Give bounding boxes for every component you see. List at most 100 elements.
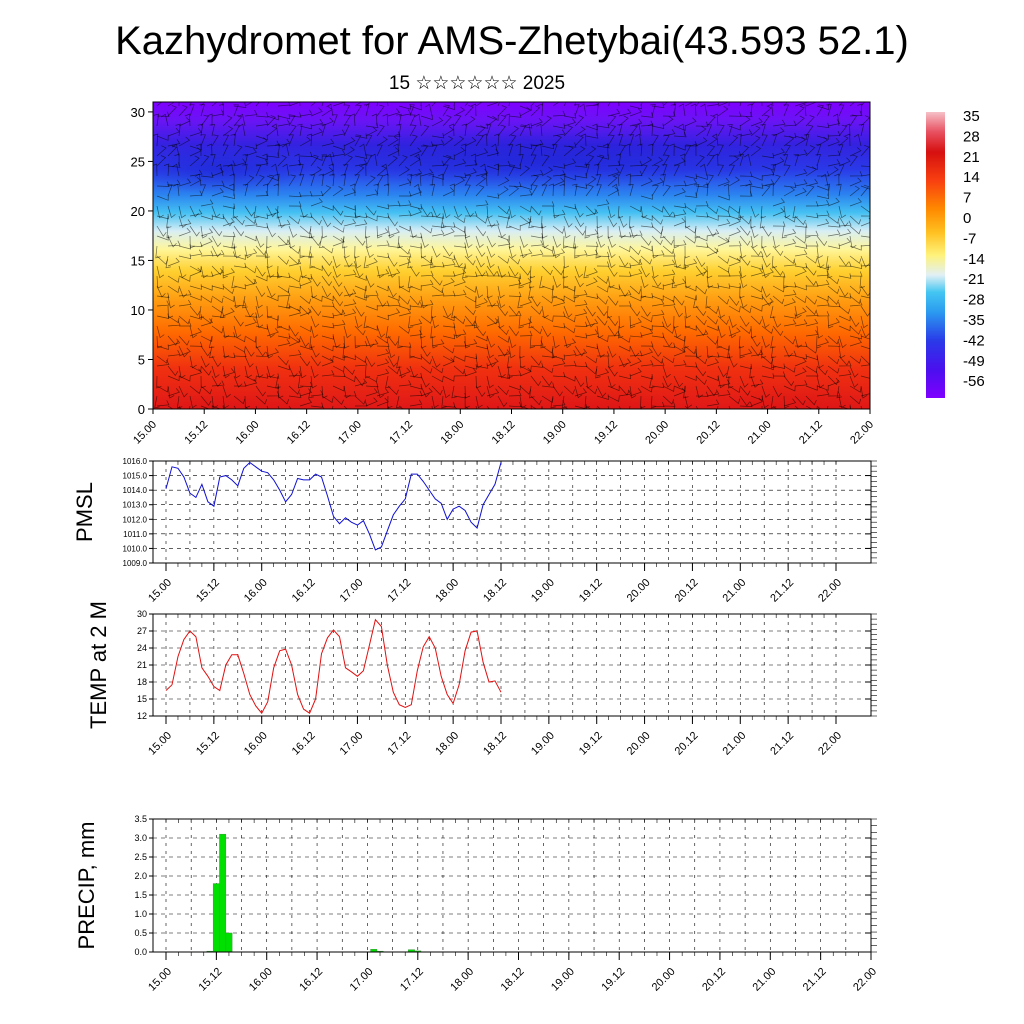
wind-barb xyxy=(288,235,295,249)
wind-barb xyxy=(695,315,707,326)
wind-barb xyxy=(574,250,588,257)
wind-barb xyxy=(805,405,818,409)
wind-barb xyxy=(409,329,423,337)
wind-barb xyxy=(519,124,527,137)
wind-barb xyxy=(794,267,807,277)
wind-barb xyxy=(552,335,560,349)
wind-barb xyxy=(354,375,366,387)
wind-barb xyxy=(222,368,235,377)
wind-barb xyxy=(167,388,180,397)
wind-barb xyxy=(178,290,192,297)
wind-barb xyxy=(321,265,332,277)
wind-barb xyxy=(167,320,181,327)
wind-barb xyxy=(440,215,447,229)
wind-barb xyxy=(222,365,230,379)
wind-barb xyxy=(486,295,496,308)
wind-barb xyxy=(563,118,576,127)
wind-barb xyxy=(288,259,302,267)
wind-barb xyxy=(343,104,351,117)
wind-barb xyxy=(497,265,506,278)
wind-barb xyxy=(255,112,269,118)
wind-barb xyxy=(288,191,302,198)
wind-barb xyxy=(607,114,617,127)
wind-barb xyxy=(794,335,803,349)
x-tick-label: 20.12 xyxy=(700,966,728,994)
wind-barb xyxy=(794,380,808,387)
x-tick-label: 19.00 xyxy=(549,966,577,994)
wind-barb xyxy=(684,305,691,319)
wind-barb xyxy=(398,304,411,311)
wind-barb xyxy=(596,184,602,197)
y-tick-label: 1010.0 xyxy=(123,544,148,553)
wind-barb xyxy=(651,299,665,307)
wind-barb xyxy=(649,375,655,389)
wind-barb xyxy=(475,184,485,197)
wind-barb xyxy=(354,360,368,367)
wind-barb xyxy=(585,385,598,395)
wind-barb xyxy=(189,355,197,369)
wind-barb xyxy=(354,174,360,187)
wind-barb xyxy=(673,202,687,209)
y-tick-label: 2.5 xyxy=(134,852,147,862)
wind-barb xyxy=(354,335,361,349)
wind-barb xyxy=(420,345,431,357)
wind-barb xyxy=(695,265,707,277)
wind-barb xyxy=(288,335,301,344)
wind-barb xyxy=(255,345,266,357)
x-tick-label: 22.00 xyxy=(816,577,844,605)
wind-barb xyxy=(750,349,764,357)
wind-barb xyxy=(706,144,716,157)
wind-barb xyxy=(712,153,719,167)
wind-barb xyxy=(442,104,450,117)
wind-barb xyxy=(849,315,860,328)
wind-barb xyxy=(376,358,390,367)
wind-barb xyxy=(640,112,654,118)
wind-barb xyxy=(783,144,791,157)
x-tick-label: 17.00 xyxy=(348,966,376,994)
wind-barb xyxy=(244,102,253,107)
wind-barb xyxy=(407,315,414,329)
wind-barb xyxy=(585,318,599,327)
wind-barb xyxy=(178,315,191,325)
wind-barb xyxy=(206,143,213,157)
wind-barb xyxy=(821,173,829,187)
wind-barb xyxy=(552,298,566,307)
wind-barb xyxy=(717,237,730,247)
wind-barb xyxy=(387,268,401,277)
wind-barb xyxy=(529,385,535,399)
wind-barb xyxy=(541,365,554,374)
wind-barb xyxy=(376,228,389,237)
wind-barb xyxy=(486,220,500,227)
wind-barb xyxy=(684,235,697,244)
wind-barb xyxy=(420,168,434,177)
wind-barb xyxy=(200,250,214,257)
wind-barb xyxy=(635,133,642,147)
wind-barb xyxy=(156,225,167,237)
wind-barb xyxy=(266,271,280,278)
wind-barb xyxy=(805,295,817,305)
wind-barb xyxy=(310,275,321,287)
wind-barb xyxy=(398,155,408,167)
wind-barb xyxy=(497,176,510,187)
wind-barb xyxy=(750,175,763,181)
wind-barb xyxy=(794,179,808,187)
wind-barb xyxy=(772,148,785,157)
wind-barb xyxy=(310,365,319,379)
wind-barb xyxy=(673,278,687,287)
wind-barb xyxy=(156,400,170,407)
wind-barb xyxy=(255,137,268,147)
wind-barb xyxy=(844,123,851,137)
wind-barb xyxy=(585,329,599,337)
wind-barb xyxy=(398,295,410,305)
wind-barb xyxy=(662,245,675,255)
wind-barb xyxy=(155,245,161,259)
wind-barb xyxy=(684,117,697,127)
wind-barb xyxy=(430,325,436,339)
wind-barb xyxy=(178,275,191,282)
wind-barb xyxy=(739,348,753,357)
wind-barb xyxy=(783,375,795,387)
wind-barb xyxy=(684,285,697,292)
wind-barb xyxy=(717,365,727,378)
wind-barb xyxy=(595,174,602,187)
wind-barb xyxy=(695,255,706,268)
